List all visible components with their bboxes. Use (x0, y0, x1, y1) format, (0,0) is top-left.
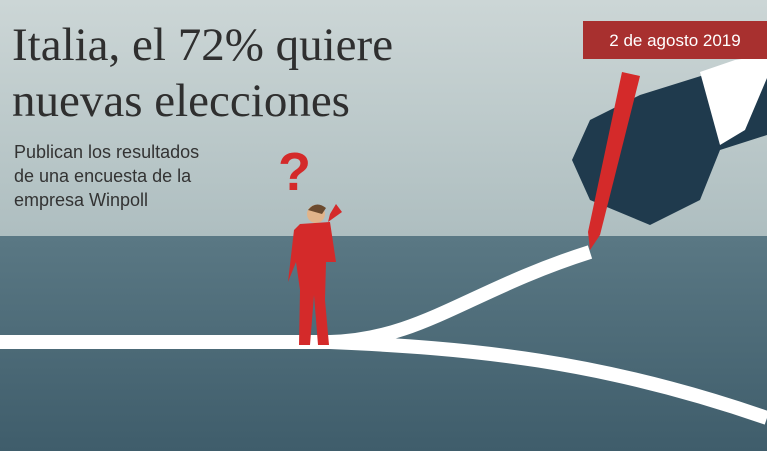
date-badge (583, 21, 767, 59)
subtitle-line: empresa Winpoll (14, 190, 148, 210)
subtitle-line: Publican los resultados (14, 142, 199, 162)
date: 2 de agosto 2019 (609, 31, 740, 50)
man (288, 204, 342, 345)
question-mark: ? (278, 142, 311, 202)
cuff (700, 55, 767, 145)
title-line: Italia, el 72% quiere (12, 19, 393, 71)
subtitle-line: de una encuesta de la (14, 166, 192, 186)
pen (588, 72, 640, 250)
road-down (329, 335, 767, 425)
title-line: nuevas elecciones (12, 75, 350, 127)
